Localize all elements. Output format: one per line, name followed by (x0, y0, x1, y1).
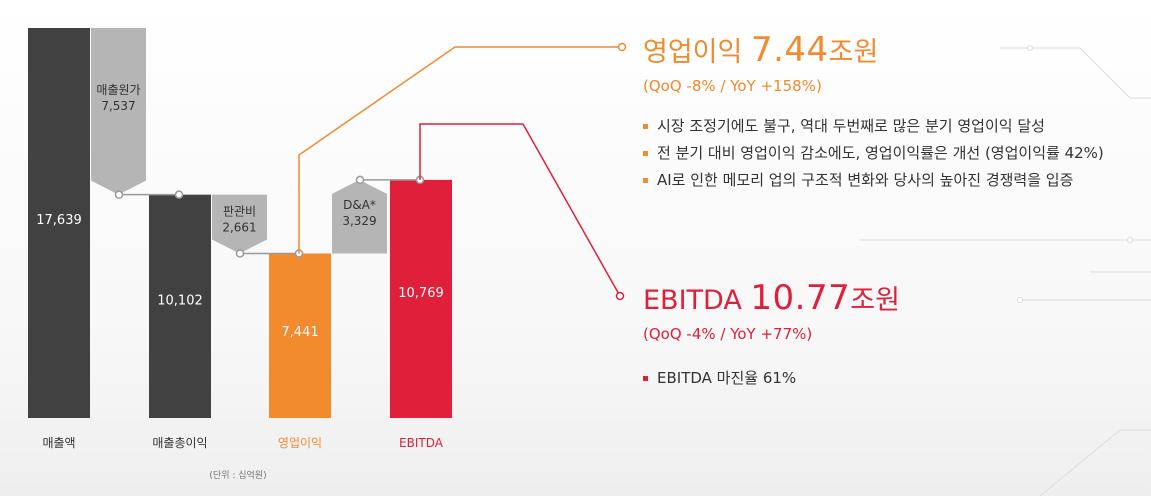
bar-value-label-1: 10,102 (157, 294, 203, 309)
delta-label-1: 판관비 (223, 204, 256, 218)
operating-profit-value: 7.44 (750, 30, 829, 70)
operating-profit-bullet-1: 전 분기 대비 영업이익 감소에도, 영업이익률은 개선 (영업이익률 42%) (643, 140, 1104, 167)
bar-1 (149, 194, 211, 418)
operating-profit-bullet-text: 시장 조정기에도 불구, 역대 두번째로 많은 분기 영업이익 달성 (657, 117, 1045, 135)
category-label-3: EBITDA (399, 436, 444, 450)
operating-profit-bullet-text: 전 분기 대비 영업이익 감소에도, 영업이익률은 개선 (영업이익률 42%) (657, 144, 1104, 162)
connector-dot-1-a (235, 249, 245, 258)
operating-profit-callout-line (298, 46, 622, 254)
ebitda-title: EBITDA (643, 285, 751, 316)
ebitda-bullet-text: EBITDA 마진율 61% (657, 369, 797, 387)
operating-profit-bullet-2: AI로 인한 메모리 업의 구조적 변화와 당사의 높아진 경쟁력을 입증 (643, 167, 1104, 194)
ebitda-callout-line (419, 123, 621, 297)
connector-dot-2-a (355, 175, 365, 185)
delta-value-1: 2,661 (222, 220, 256, 234)
operating-profit-title: 영업이익 (643, 37, 751, 68)
operating-profit-headline: 영업이익 7.44조원 (643, 33, 1104, 69)
delta-shape-0 (91, 28, 146, 195)
bullet-square-icon (643, 178, 648, 183)
delta-label-2: D&A* (343, 198, 376, 212)
operating-profit-bullet-text: AI로 인한 메모리 업의 구조적 변화와 당사의 높아진 경쟁력을 입증 (657, 171, 1074, 189)
ebitda-value: 10.77 (750, 278, 851, 318)
category-label-2: 영업이익 (278, 436, 322, 450)
waterfall-chart: 17,639 매출액 10,102 매출총이익 7,441 영업이익 10,769 EBITD… (28, 28, 452, 481)
operating-profit-bullet-0: 시장 조정기에도 불구, 역대 두번째로 많은 분기 영업이익 달성 (643, 113, 1104, 140)
ebitda-unit: 조원 (850, 285, 900, 316)
ebitda-bullet-0: EBITDA 마진율 61% (643, 365, 900, 392)
bullet-square-icon (643, 376, 648, 381)
bullet-square-icon (643, 151, 648, 156)
ebitda-change: (QoQ -4% / YoY +77%) (643, 325, 813, 343)
bullet-square-icon (643, 124, 648, 129)
category-label-1: 매출총이익 (152, 436, 207, 450)
bar-2 (269, 253, 331, 418)
ebitda-bullets: EBITDA 마진율 61% (643, 365, 900, 392)
delta-value-2: 3,329 (342, 214, 376, 228)
bar-value-label-3: 10,769 (398, 286, 444, 301)
ebitda-headline: EBITDA 10.77조원 (643, 281, 900, 317)
operating-profit-unit: 조원 (828, 37, 879, 68)
ebitda-panel: EBITDA 10.77조원 (QoQ -4% / YoY +77%) EBIT… (643, 281, 900, 392)
operating-profit-callout-dot (617, 42, 627, 52)
delta-shape-1 (212, 194, 267, 254)
unit-note: (단위 : 십억원) (209, 469, 266, 481)
connector-dot-0-a (114, 190, 124, 199)
category-label-0: 매출액 (42, 436, 75, 450)
bar-value-label-0: 17,639 (36, 213, 82, 228)
connector-dot-0-b (174, 190, 184, 199)
ebitda-callout-dot (615, 291, 625, 301)
delta-label-0: 매출원가 (96, 83, 140, 97)
bar-0 (28, 28, 90, 418)
bar-3 (390, 179, 452, 418)
operating-profit-change: (QoQ -8% / YoY +158%) (643, 77, 822, 95)
delta-value-0: 7,537 (101, 99, 135, 113)
operating-profit-panel: 영업이익 7.44조원 (QoQ -8% / YoY +158%) 시장 조정기… (643, 33, 1104, 194)
bar-value-label-2: 7,441 (281, 325, 318, 340)
delta-shape-2 (332, 179, 387, 254)
